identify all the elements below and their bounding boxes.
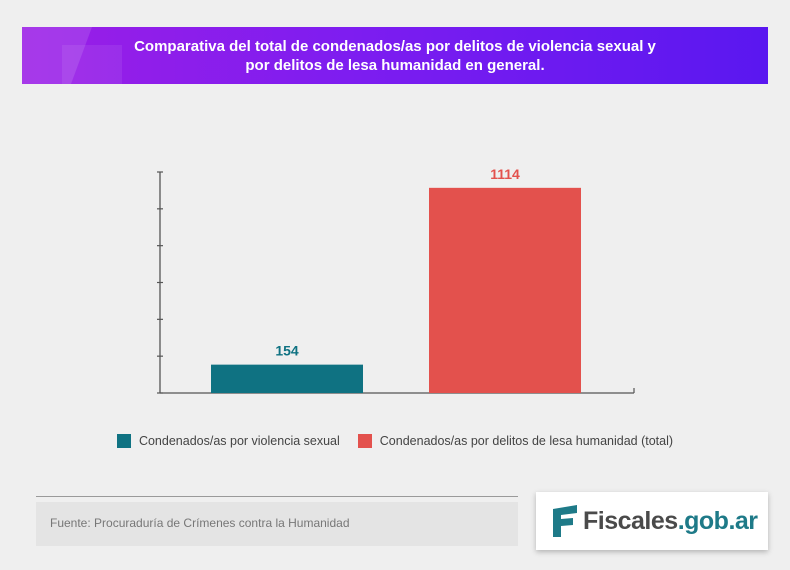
legend-label: Condenados/as por delitos de lesa humani…: [379, 434, 674, 448]
legend-swatch: [357, 434, 372, 448]
flag-icon: [553, 505, 577, 537]
banner-decoration: [62, 45, 122, 84]
bar-value-label-1: 1114: [490, 166, 520, 182]
fiscales-logo: Fiscales.gob.ar: [536, 492, 768, 550]
chart-legend: Condenados/as por violencia sexual Conde…: [0, 434, 790, 448]
source-divider: [36, 496, 518, 497]
legend-item-lesa-humanidad: Condenados/as por delitos de lesa humani…: [357, 434, 674, 448]
chart-title-line-1: Comparativa del total de condenados/as p…: [134, 38, 656, 55]
chart-bars: [211, 187, 581, 393]
legend-swatch: [116, 434, 131, 448]
title-banner: Comparativa del total de condenados/as p…: [22, 27, 768, 84]
chart-title: Comparativa del total de condenados/as p…: [82, 37, 708, 75]
source-box: Fuente: Procuraduría de Crímenes contra …: [36, 502, 518, 546]
logo-text: Fiscales.gob.ar: [583, 507, 758, 536]
chart-data-labels: 154 1114: [275, 166, 520, 359]
bar-0: [211, 364, 363, 393]
chart-title-line-2: por delitos de lesa humanidad en general…: [245, 57, 545, 74]
legend-label: Condenados/as por violencia sexual: [138, 434, 340, 448]
bar-1: [429, 187, 581, 393]
bar-chart: 154 1114: [157, 166, 635, 394]
logo-text-part-1: Fiscales: [583, 506, 678, 535]
source-text: Fuente: Procuraduría de Crímenes contra …: [50, 516, 350, 530]
logo-text-part-2: .gob.ar: [677, 506, 758, 535]
legend-item-violencia-sexual: Condenados/as por violencia sexual: [116, 434, 340, 448]
bar-value-label-0: 154: [275, 343, 299, 359]
